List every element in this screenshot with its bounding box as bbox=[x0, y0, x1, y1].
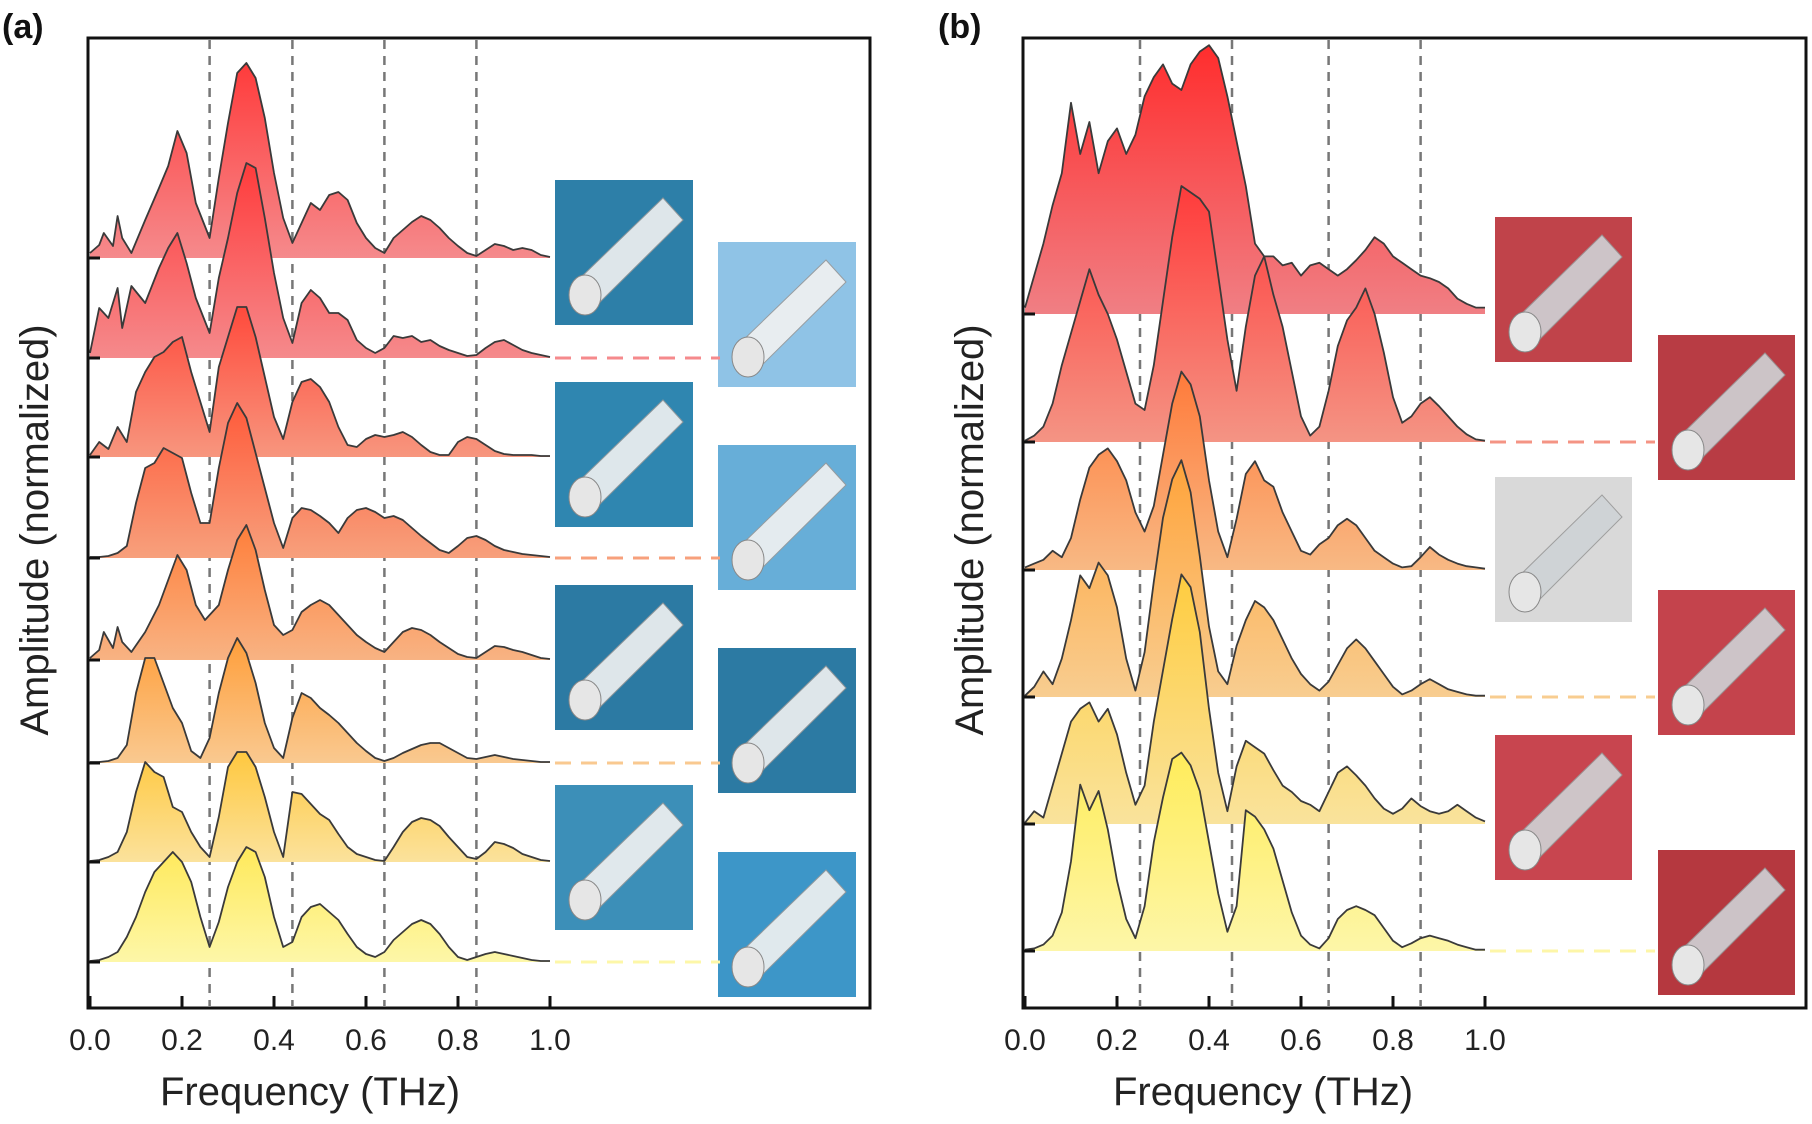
spectrum-series bbox=[90, 637, 550, 763]
spectrum-fill bbox=[90, 63, 550, 258]
spectrum-series bbox=[89, 306, 550, 457]
x-axis-label-b: Frequency (THz) bbox=[1113, 1070, 1413, 1114]
photo-inset bbox=[1658, 850, 1795, 995]
spectrum-series bbox=[89, 751, 551, 862]
spectrum-line bbox=[1024, 573, 1486, 824]
spectrum-line bbox=[89, 306, 550, 457]
spectrum-line bbox=[89, 62, 551, 258]
x-axis-label-a: Frequency (THz) bbox=[160, 1070, 460, 1114]
tube-opening bbox=[568, 879, 602, 921]
spectrum-line bbox=[89, 751, 551, 862]
x-tick-label: 0.2 bbox=[161, 1024, 203, 1057]
spectrum-line bbox=[1024, 751, 1485, 951]
spectrum-line bbox=[1024, 185, 1486, 442]
spectrum-series bbox=[1024, 185, 1486, 442]
spectrum-series bbox=[90, 402, 551, 558]
tube-opening bbox=[1671, 429, 1705, 471]
spectrum-series bbox=[89, 524, 551, 660]
photo-inset bbox=[1658, 590, 1795, 735]
spectrum-series bbox=[1024, 459, 1485, 697]
tube-opening bbox=[1671, 944, 1705, 986]
spectrum-series bbox=[89, 62, 551, 258]
spectrum-line bbox=[1024, 459, 1485, 697]
panel-a: (a) Amplitude (normalized) Frequency (TH… bbox=[2, 8, 872, 1114]
spectrum-series bbox=[1024, 573, 1486, 824]
spectrum-series bbox=[89, 846, 550, 962]
spectrum-line bbox=[1024, 44, 1485, 309]
x-tick-label: 0.6 bbox=[1280, 1024, 1322, 1057]
photo-insets-a bbox=[555, 180, 856, 997]
photo-inset bbox=[555, 180, 693, 325]
tube-opening bbox=[1508, 311, 1542, 353]
spectrum-series bbox=[1024, 44, 1485, 314]
y-axis-label-b: Amplitude (normalized) bbox=[948, 324, 992, 735]
tube-opening bbox=[568, 476, 602, 518]
spectrum-line bbox=[90, 402, 551, 558]
photo-inset bbox=[718, 242, 856, 387]
photo-inset bbox=[555, 382, 693, 527]
photo-inset bbox=[718, 852, 856, 997]
photo-inset bbox=[555, 785, 693, 930]
spectrum-fill bbox=[1025, 460, 1485, 697]
x-tick-label: 1.0 bbox=[1464, 1024, 1506, 1057]
tube-opening bbox=[1508, 571, 1542, 613]
panel-label-a: (a) bbox=[2, 8, 44, 46]
tube-opening bbox=[1508, 829, 1542, 871]
spectrum-fill bbox=[90, 525, 550, 660]
tube-opening bbox=[731, 742, 765, 784]
x-tick-label: 0.2 bbox=[1096, 1024, 1138, 1057]
spectrum-fill bbox=[1025, 186, 1485, 442]
spectrum-fill bbox=[90, 163, 550, 358]
photo-inset bbox=[1495, 735, 1632, 880]
tube-opening bbox=[731, 336, 765, 378]
photo-inset bbox=[1495, 217, 1632, 362]
spectrum-fill bbox=[1025, 574, 1485, 824]
plot-area-b: 0.0 0.2 0.4 0.6 0.8 1.0 bbox=[1004, 40, 1655, 1057]
tube-opening bbox=[731, 946, 765, 988]
photo-inset bbox=[1495, 477, 1632, 622]
spectrum-fill bbox=[90, 752, 550, 862]
spectrum-series bbox=[1024, 751, 1485, 951]
photo-insets-b bbox=[1495, 217, 1795, 995]
spectrum-line bbox=[89, 846, 550, 962]
photo-inset bbox=[718, 445, 856, 590]
tube-opening bbox=[1671, 684, 1705, 726]
spectrum-line bbox=[90, 637, 550, 763]
x-tick-label: 0.0 bbox=[1004, 1024, 1046, 1057]
spectrum-fill bbox=[90, 638, 550, 763]
spectrum-line bbox=[89, 524, 551, 660]
tube-opening bbox=[568, 679, 602, 721]
spectrum-series bbox=[1024, 370, 1486, 570]
y-axis-label-a: Amplitude (normalized) bbox=[13, 324, 57, 735]
panel-b: (b) Amplitude (normalized) Frequency (TH… bbox=[938, 8, 1808, 1114]
panel-label-b: (b) bbox=[938, 8, 981, 46]
photo-inset bbox=[1658, 335, 1795, 480]
tube-opening bbox=[568, 274, 602, 316]
x-tick-label: 0.4 bbox=[1188, 1024, 1230, 1057]
axes-frame-b bbox=[1021, 36, 1808, 1010]
spectrum-line bbox=[1024, 370, 1486, 570]
x-tick-label: 0.4 bbox=[253, 1024, 295, 1057]
tube-opening bbox=[731, 539, 765, 581]
spectrum-fill bbox=[1025, 752, 1485, 951]
spectrum-line bbox=[89, 162, 551, 358]
photo-inset bbox=[555, 585, 693, 730]
plot-area-a: 0.0 0.2 0.4 0.6 0.8 1.0 bbox=[69, 40, 720, 1057]
x-tick-label: 0.6 bbox=[345, 1024, 387, 1057]
spectrum-fill bbox=[90, 403, 550, 558]
x-tick-label: 1.0 bbox=[529, 1024, 571, 1057]
spectrum-series bbox=[89, 162, 551, 358]
x-tick-label: 0.8 bbox=[1372, 1024, 1414, 1057]
photo-inset bbox=[718, 648, 856, 793]
spectrum-fill bbox=[1025, 371, 1485, 570]
x-tick-label: 0.8 bbox=[437, 1024, 479, 1057]
spectrum-fill bbox=[1025, 45, 1485, 314]
x-tick-label: 0.0 bbox=[69, 1024, 111, 1057]
axes-frame-a bbox=[86, 36, 872, 1010]
